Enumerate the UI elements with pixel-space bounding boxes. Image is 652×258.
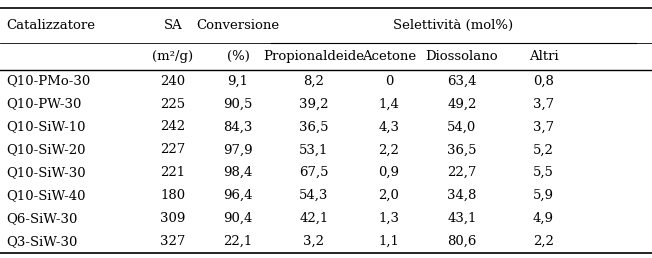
Text: 309: 309 <box>160 212 185 225</box>
Text: 227: 227 <box>160 143 185 156</box>
Text: 43,1: 43,1 <box>447 212 477 225</box>
Text: (m²/g): (m²/g) <box>152 50 194 63</box>
Text: 22,1: 22,1 <box>224 235 252 248</box>
Text: 5,5: 5,5 <box>533 166 554 179</box>
Text: 97,9: 97,9 <box>223 143 253 156</box>
Text: 96,4: 96,4 <box>223 189 253 202</box>
Text: Propionaldeide: Propionaldeide <box>263 50 364 63</box>
Text: 2,0: 2,0 <box>378 189 400 202</box>
Text: 242: 242 <box>160 120 185 133</box>
Text: 90,4: 90,4 <box>223 212 253 225</box>
Text: 1,4: 1,4 <box>378 98 400 110</box>
Text: 3,7: 3,7 <box>533 98 554 110</box>
Text: 54,0: 54,0 <box>447 120 477 133</box>
Text: Q10-PMo-30: Q10-PMo-30 <box>7 75 91 88</box>
Text: 22,7: 22,7 <box>447 166 477 179</box>
Text: 0,8: 0,8 <box>533 75 554 88</box>
Text: (%): (%) <box>226 50 250 63</box>
Text: 42,1: 42,1 <box>299 212 329 225</box>
Text: 49,2: 49,2 <box>447 98 477 110</box>
Text: Acetone: Acetone <box>362 50 416 63</box>
Text: 98,4: 98,4 <box>223 166 253 179</box>
Text: 4,3: 4,3 <box>378 120 400 133</box>
Text: 63,4: 63,4 <box>447 75 477 88</box>
Text: 2,2: 2,2 <box>378 143 400 156</box>
Text: Q10-PW-30: Q10-PW-30 <box>7 98 82 110</box>
Text: 327: 327 <box>160 235 185 248</box>
Text: 90,5: 90,5 <box>223 98 253 110</box>
Text: Q10-SiW-40: Q10-SiW-40 <box>7 189 86 202</box>
Text: 9,1: 9,1 <box>228 75 248 88</box>
Text: SA: SA <box>164 19 182 32</box>
Text: Q10-SiW-20: Q10-SiW-20 <box>7 143 86 156</box>
Text: 84,3: 84,3 <box>223 120 253 133</box>
Text: 1,3: 1,3 <box>378 212 400 225</box>
Text: 225: 225 <box>160 98 185 110</box>
Text: 36,5: 36,5 <box>447 143 477 156</box>
Text: Conversione: Conversione <box>196 19 280 32</box>
Text: 0,9: 0,9 <box>378 166 400 179</box>
Text: 2,2: 2,2 <box>533 235 554 248</box>
Text: Altri: Altri <box>529 50 558 63</box>
Text: 8,2: 8,2 <box>303 75 325 88</box>
Text: 34,8: 34,8 <box>447 189 477 202</box>
Text: 54,3: 54,3 <box>299 189 329 202</box>
Text: Diossolano: Diossolano <box>426 50 498 63</box>
Text: 240: 240 <box>160 75 185 88</box>
Text: 3,7: 3,7 <box>533 120 554 133</box>
Text: 1,1: 1,1 <box>378 235 400 248</box>
Text: Catalizzatore: Catalizzatore <box>7 19 96 32</box>
Text: 67,5: 67,5 <box>299 166 329 179</box>
Text: 5,2: 5,2 <box>533 143 554 156</box>
Text: 80,6: 80,6 <box>447 235 477 248</box>
Text: 5,9: 5,9 <box>533 189 554 202</box>
Text: Q10-SiW-30: Q10-SiW-30 <box>7 166 86 179</box>
Text: 36,5: 36,5 <box>299 120 329 133</box>
Text: Q6-SiW-30: Q6-SiW-30 <box>7 212 78 225</box>
Text: Selettività (mol%): Selettività (mol%) <box>393 19 513 32</box>
Text: 3,2: 3,2 <box>303 235 325 248</box>
Text: 0: 0 <box>385 75 393 88</box>
Text: 53,1: 53,1 <box>299 143 329 156</box>
Text: 39,2: 39,2 <box>299 98 329 110</box>
Text: 180: 180 <box>160 189 185 202</box>
Text: 221: 221 <box>160 166 185 179</box>
Text: Q10-SiW-10: Q10-SiW-10 <box>7 120 86 133</box>
Text: 4,9: 4,9 <box>533 212 554 225</box>
Text: Q3-SiW-30: Q3-SiW-30 <box>7 235 78 248</box>
